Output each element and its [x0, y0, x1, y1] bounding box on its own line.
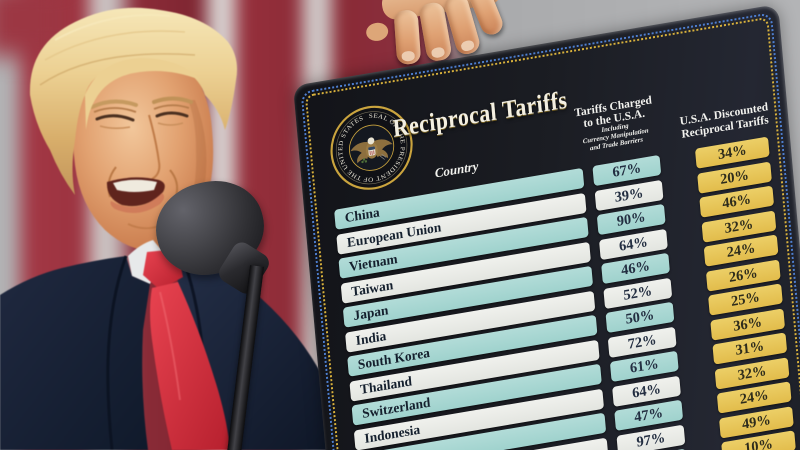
hand-finger [393, 9, 422, 65]
speaker-hair [29, 7, 238, 196]
fingernail [460, 39, 476, 53]
fingernail [430, 46, 446, 59]
presidential-seal-icon: SEAL OF THE PRESIDENT OF THE UNITED STAT… [330, 105, 413, 190]
fingernail [401, 50, 416, 62]
speaker-portrait [0, 7, 344, 450]
tie-blade [150, 282, 230, 450]
hand-thumb [364, 21, 390, 43]
charged-column-header: Tariffs Charged to the U.S.A. Including … [563, 93, 666, 158]
discounted-column-header: U.S.A. Discounted Reciprocal Tariffs [676, 101, 773, 143]
eagle-icon [350, 137, 393, 164]
speaker-suit [0, 240, 344, 450]
reciprocal-tariffs-board: SEAL OF THE PRESIDENT OF THE UNITED STAT… [293, 3, 800, 450]
